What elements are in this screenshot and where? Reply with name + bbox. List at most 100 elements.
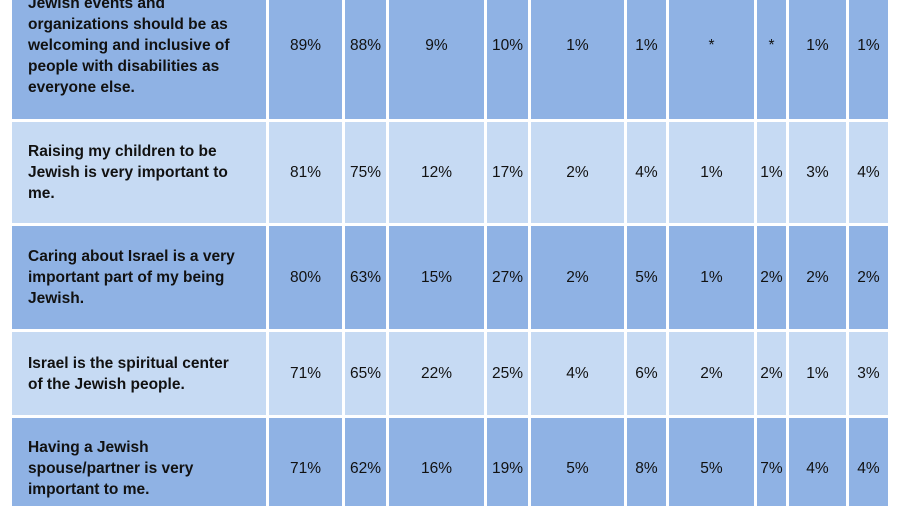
value-cell: 22% [389, 332, 484, 415]
value-text: 1% [806, 364, 829, 382]
value-cell: 71% [269, 332, 342, 415]
value-text: 1% [566, 36, 589, 54]
value-cell: 17% [487, 122, 528, 223]
value-cell: 1% [849, 0, 888, 119]
value-text: 71% [289, 459, 322, 477]
value-text: 1% [635, 36, 658, 54]
value-text: 2% [806, 268, 829, 286]
value-text: 12% [420, 163, 453, 181]
value-cell: 3% [789, 122, 846, 223]
value-cell: 2% [849, 226, 888, 329]
value-cell: 12% [389, 122, 484, 223]
value-cell: 3% [849, 332, 888, 415]
value-text: 2% [760, 268, 783, 286]
value-text: 2% [700, 364, 723, 382]
value-cell: 25% [487, 332, 528, 415]
value-cell: 4% [627, 122, 666, 223]
value-text: 4% [566, 364, 589, 382]
value-cell: 63% [345, 226, 386, 329]
value-cell: 8% [627, 418, 666, 506]
value-text: 4% [635, 163, 658, 181]
value-text: 16% [420, 459, 453, 477]
statement-text: Caring about Israel is a very important … [28, 248, 235, 307]
value-cell: 75% [345, 122, 386, 223]
table-row: Israel is the spiritual center of the Je… [0, 332, 900, 418]
value-text: 10% [491, 36, 524, 54]
value-cell: 80% [269, 226, 342, 329]
value-text: 1% [857, 36, 880, 54]
statement-cell: Caring about Israel is a very important … [12, 226, 266, 329]
statement-cell: Raising my children to be Jewish is very… [12, 122, 266, 223]
value-text: 22% [420, 364, 453, 382]
value-cell: 9% [389, 0, 484, 119]
value-cell: 71% [269, 418, 342, 506]
value-text: 7% [760, 459, 783, 477]
value-cell: 2% [757, 226, 786, 329]
value-cell: 89% [269, 0, 342, 119]
statement-cell: Jewish events and organizations should b… [12, 0, 266, 119]
value-cell: 1% [789, 332, 846, 415]
value-text: 4% [857, 163, 880, 181]
value-cell: 1% [789, 0, 846, 119]
value-text: 1% [700, 268, 723, 286]
value-cell: 5% [531, 418, 624, 506]
value-cell: 7% [757, 418, 786, 506]
value-cell: 5% [669, 418, 754, 506]
value-cell: 4% [789, 418, 846, 506]
value-text: 5% [635, 268, 658, 286]
value-text: 71% [289, 364, 322, 382]
value-text: 15% [420, 268, 453, 286]
value-text: 4% [857, 459, 880, 477]
statement-cell: Having a Jewish spouse/partner is very i… [12, 418, 266, 506]
value-cell: 4% [531, 332, 624, 415]
value-text: 2% [857, 268, 880, 286]
statement-cell: Israel is the spiritual center of the Je… [12, 332, 266, 415]
value-text: 88% [349, 36, 382, 54]
value-text: 1% [806, 36, 829, 54]
value-text: 89% [289, 36, 322, 54]
value-cell: 2% [531, 226, 624, 329]
table-row: Jewish events and organizations should b… [0, 0, 900, 122]
value-text: 62% [349, 459, 382, 477]
value-cell: 16% [389, 418, 484, 506]
value-cell: 15% [389, 226, 484, 329]
value-text: 5% [566, 459, 589, 477]
value-cell: 62% [345, 418, 386, 506]
statement-text: Israel is the spiritual center of the Je… [28, 354, 229, 393]
value-cell: 10% [487, 0, 528, 119]
value-cell: 1% [531, 0, 624, 119]
value-text: 81% [289, 163, 322, 181]
value-cell: 4% [849, 122, 888, 223]
value-cell: 1% [757, 122, 786, 223]
value-cell: 88% [345, 0, 386, 119]
table-row: Having a Jewish spouse/partner is very i… [0, 418, 900, 506]
value-text: 3% [857, 364, 880, 382]
value-cell: 4% [849, 418, 888, 506]
value-cell: 2% [789, 226, 846, 329]
value-cell: 2% [531, 122, 624, 223]
value-text: 5% [700, 459, 723, 477]
value-cell: 1% [669, 122, 754, 223]
value-cell: 81% [269, 122, 342, 223]
value-text: 17% [491, 163, 524, 181]
value-text: 25% [491, 364, 524, 382]
value-cell: 6% [627, 332, 666, 415]
value-cell: * [669, 0, 754, 119]
value-text: 1% [760, 163, 783, 181]
value-text: 2% [566, 163, 589, 181]
value-text: * [708, 36, 715, 54]
value-text: 27% [491, 268, 524, 286]
value-text: 1% [700, 163, 723, 181]
value-cell: 2% [757, 332, 786, 415]
statement-text: Jewish events and organizations should b… [28, 0, 230, 96]
value-cell: 2% [669, 332, 754, 415]
value-text: 80% [289, 268, 322, 286]
value-text: 19% [491, 459, 524, 477]
value-text: 6% [635, 364, 658, 382]
value-cell: 27% [487, 226, 528, 329]
value-text: 75% [349, 163, 382, 181]
value-text: 2% [566, 268, 589, 286]
value-cell: 1% [627, 0, 666, 119]
value-text: 4% [806, 459, 829, 477]
value-cell: * [757, 0, 786, 119]
